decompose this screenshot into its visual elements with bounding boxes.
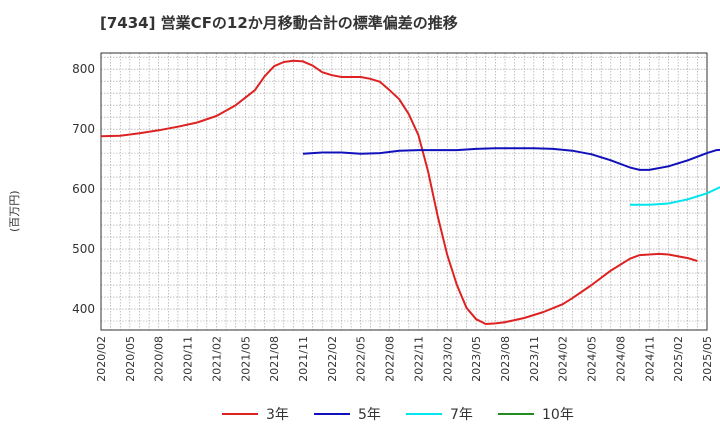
legend-label: 7年 xyxy=(450,407,473,423)
x-tick-label: 2021/02 xyxy=(210,336,223,382)
legend-label: 3年 xyxy=(266,407,289,423)
y-tick-label: 500 xyxy=(72,242,95,256)
legend-swatch xyxy=(222,413,258,415)
series-line-7年 xyxy=(630,186,720,206)
x-tick-label: 2024/08 xyxy=(614,336,627,382)
x-tick-label: 2020/05 xyxy=(124,336,137,382)
x-tick-label: 2021/11 xyxy=(297,336,310,382)
legend-item: 10年 xyxy=(498,402,574,426)
y-tick-label: 600 xyxy=(72,182,95,196)
line-chart: 400 500 600 700 800 2020/02 2020/05 2020/08 2020… xyxy=(72,52,720,382)
x-tick-label: 2020/08 xyxy=(153,336,166,382)
x-tick-label: 2023/08 xyxy=(499,336,512,382)
legend-label: 5年 xyxy=(358,407,381,423)
x-tick-label: 2023/05 xyxy=(470,336,483,382)
legend-swatch xyxy=(406,413,442,415)
x-tick-label: 2023/11 xyxy=(528,336,541,382)
legend-label: 10年 xyxy=(542,407,574,423)
x-tick-label: 2024/05 xyxy=(586,336,599,382)
legend: 3年 5年 7年 10年 xyxy=(0,402,720,426)
x-tick-label: 2021/05 xyxy=(239,336,252,382)
legend-item: 3年 xyxy=(222,402,289,426)
x-tick-label: 2022/08 xyxy=(384,336,397,382)
x-tick-label: 2024/11 xyxy=(643,336,656,382)
legend-swatch xyxy=(314,413,350,415)
x-tick-label: 2025/05 xyxy=(701,336,714,382)
x-tick-label: 2022/11 xyxy=(412,336,425,382)
plot-area xyxy=(101,53,707,330)
x-tick-label: 2020/11 xyxy=(182,336,195,382)
x-tick-label: 2021/08 xyxy=(268,336,281,382)
plot-frame xyxy=(100,52,708,331)
legend-swatch xyxy=(498,413,534,415)
y-tick-label: 700 xyxy=(72,122,95,136)
x-tick-label: 2022/02 xyxy=(326,336,339,382)
x-tick-label: 2025/02 xyxy=(672,336,685,382)
x-tick-label: 2022/05 xyxy=(355,336,368,382)
chart-title: [7434] 営業CFの12か月移動合計の標準偏差の推移 xyxy=(100,14,458,32)
legend-item: 5年 xyxy=(314,402,381,426)
legend-item: 7年 xyxy=(406,402,473,426)
x-tick-label: 2024/02 xyxy=(557,336,570,382)
x-tick-label: 2020/02 xyxy=(95,336,108,382)
series-line-3年 xyxy=(100,59,698,325)
y-tick-label: 800 xyxy=(72,62,95,76)
y-tick-label: 400 xyxy=(72,302,95,316)
x-tick-label: 2023/02 xyxy=(441,336,454,382)
